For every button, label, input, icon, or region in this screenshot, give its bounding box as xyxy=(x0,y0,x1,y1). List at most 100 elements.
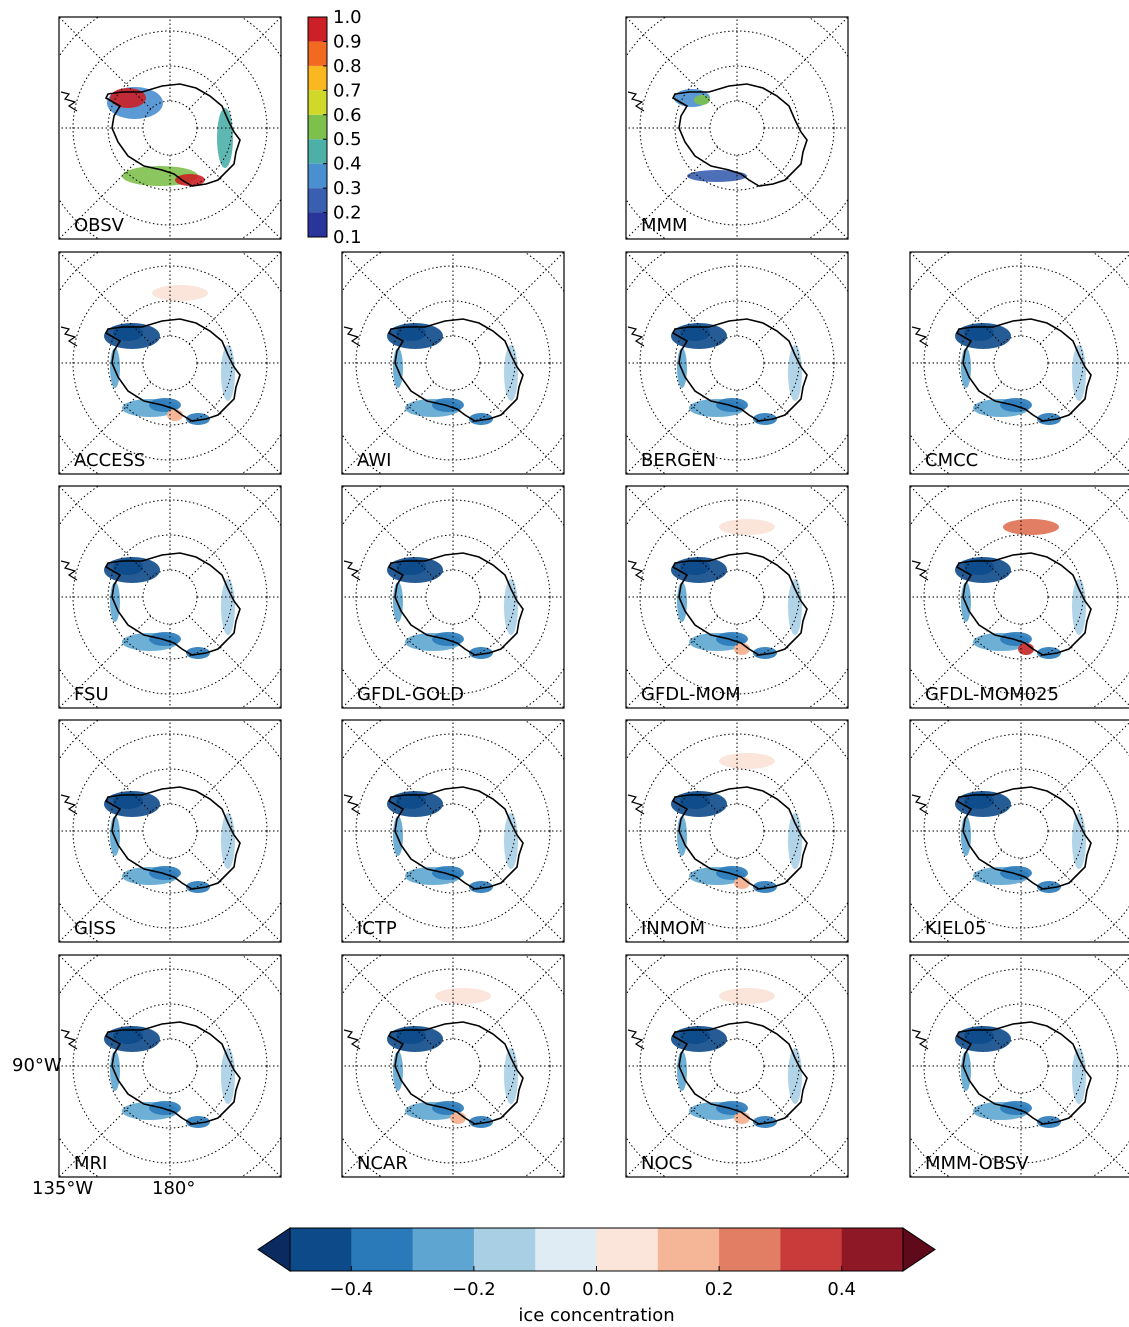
map-panel: AWI xyxy=(341,251,565,475)
coastline xyxy=(343,560,361,581)
latitude-ring xyxy=(639,30,835,226)
ice-field xyxy=(753,881,777,893)
map-content xyxy=(342,955,564,1177)
panel-frame xyxy=(625,954,849,1178)
latitude-ring xyxy=(390,300,516,426)
map-bg xyxy=(342,486,564,708)
ice-field xyxy=(1037,647,1061,659)
latitude-ring xyxy=(72,733,268,929)
map-content xyxy=(59,720,281,942)
colorbar-swatch xyxy=(308,188,327,213)
colorbar-tick-label: 0.8 xyxy=(333,56,362,77)
latitude-ring xyxy=(923,968,1119,1164)
colorbar-swatch xyxy=(351,1228,414,1271)
map-content xyxy=(910,720,1129,942)
latitude-ring xyxy=(107,1003,233,1129)
map-bg xyxy=(59,720,281,942)
map-panel: GISS xyxy=(58,719,282,943)
map-panel: OBSV xyxy=(58,16,282,240)
ice-field xyxy=(175,174,205,186)
latitude-ring xyxy=(355,499,551,695)
colorbar-swatch xyxy=(290,1228,352,1271)
map-bg xyxy=(626,955,848,1177)
panel-label: NCAR xyxy=(357,1153,408,1174)
map-panel: GFDL-GOLD xyxy=(341,485,565,709)
map-panel: ACCESS xyxy=(58,251,282,475)
ice-field xyxy=(719,988,775,1004)
coastline xyxy=(671,83,808,187)
panel-frame xyxy=(58,16,282,240)
coastline xyxy=(671,1021,808,1125)
colorbar-swatch xyxy=(308,139,327,164)
colorbar-label: ice concentration xyxy=(518,1305,674,1326)
latitude-ring xyxy=(107,534,233,660)
ice-field xyxy=(753,1116,777,1128)
map-content xyxy=(342,720,564,942)
latitude-ring xyxy=(958,768,1084,894)
colorbar-tick-label: 1.0 xyxy=(333,7,362,28)
map-bg xyxy=(626,720,848,942)
ice-field xyxy=(450,1112,466,1124)
map-bg xyxy=(342,252,564,474)
map-content xyxy=(910,486,1129,708)
colorbar-tick-label: 0.4 xyxy=(827,1279,856,1300)
map-panel: MMM xyxy=(625,16,849,240)
map-content xyxy=(342,252,564,474)
colorbar-swatch xyxy=(308,163,327,189)
ice-field xyxy=(186,1116,210,1128)
map-bg xyxy=(59,252,281,474)
map-panel: ICTP xyxy=(341,719,565,943)
latitude-ring xyxy=(923,733,1119,929)
ice-field xyxy=(469,1116,493,1128)
latitude-ring xyxy=(958,1003,1084,1129)
map-content xyxy=(910,955,1129,1177)
ice-field xyxy=(1037,881,1061,893)
colorbar-swatch xyxy=(596,1228,659,1271)
map-content xyxy=(626,720,848,942)
coastline xyxy=(387,786,524,890)
coastline xyxy=(911,794,929,815)
ice-field xyxy=(217,108,233,168)
coastline xyxy=(343,326,361,347)
map-content xyxy=(59,252,281,474)
ice-field xyxy=(186,647,210,659)
ice-field xyxy=(1003,519,1059,535)
map-bg xyxy=(626,486,848,708)
panel-frame xyxy=(909,719,1129,943)
colorbar-swatch xyxy=(308,17,327,42)
ice-field xyxy=(734,643,750,655)
colorbar-swatch xyxy=(657,1228,720,1271)
map-panel: NOCS xyxy=(625,954,849,1178)
panel-label: MMM xyxy=(641,215,688,236)
latitude-ring xyxy=(72,30,268,226)
latitude-ring xyxy=(355,968,551,1164)
ice-field xyxy=(167,409,183,421)
colorbar-swatch xyxy=(535,1228,597,1271)
colorbar-swatch xyxy=(308,41,327,66)
latitude-ring xyxy=(107,65,233,191)
latitude-ring xyxy=(107,300,233,426)
ice-field xyxy=(694,95,710,105)
axis-label: 135°W xyxy=(32,1178,93,1199)
latitude-ring xyxy=(639,265,835,461)
panel-label: INMOM xyxy=(641,918,705,939)
colorbar-tick-label: −0.2 xyxy=(452,1279,496,1300)
latitude-ring xyxy=(639,499,835,695)
map-panel: MMM-OBSV xyxy=(909,954,1129,1178)
colorbar-tick-label: 0.4 xyxy=(333,154,362,175)
panel-label: KIEL05 xyxy=(925,918,986,939)
coastline xyxy=(627,794,645,815)
axis-label: 180° xyxy=(152,1178,195,1199)
coastline xyxy=(343,794,361,815)
colorbar-frame xyxy=(307,16,328,238)
coastline xyxy=(60,326,78,347)
map-content xyxy=(626,955,848,1177)
map-bg xyxy=(342,720,564,942)
latitude-ring xyxy=(958,534,1084,660)
axis-label: 90°W xyxy=(12,1055,62,1076)
colorbar-swatch xyxy=(308,212,327,237)
latitude-ring xyxy=(674,768,800,894)
latitude-ring xyxy=(674,1003,800,1129)
colorbar-swatch xyxy=(841,1228,904,1271)
map-content xyxy=(59,486,281,708)
